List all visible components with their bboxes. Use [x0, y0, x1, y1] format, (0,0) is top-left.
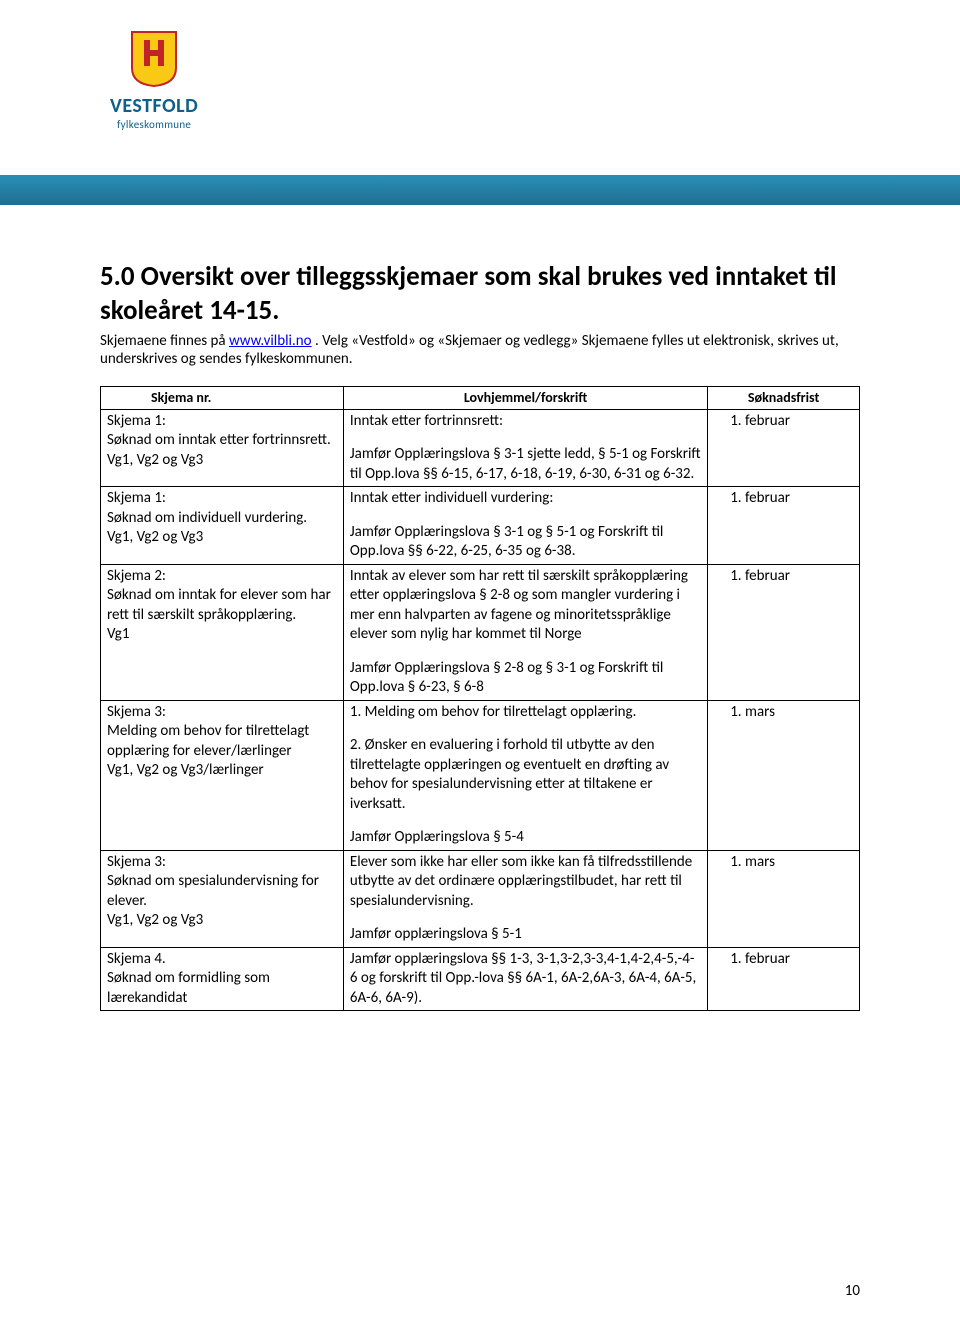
brand-name: VESTFOLD: [110, 94, 198, 118]
cell-skjema-nr: Skjema 3:Melding om behov for tilrettela…: [101, 700, 344, 850]
brand-subtitle: fylkeskommune: [110, 118, 198, 131]
table-row: Skjema 2:Søknad om inntak for elever som…: [101, 564, 860, 700]
intro-link[interactable]: www.vilbli.no: [229, 332, 312, 350]
cell-lovhjemmel: 1. Melding om behov for tilrettelagt opp…: [343, 700, 707, 850]
brand-logo: VESTFOLD fylkeskommune: [110, 30, 198, 131]
cell-lovhjemmel: Jamfør opplæringslova §§ 1-3, 3-1,3-2,3-…: [343, 947, 707, 1011]
document-header: VESTFOLD fylkeskommune: [0, 0, 960, 230]
page-number: 10: [845, 1282, 860, 1300]
forms-table: Skjema nr. Lovhjemmel/forskrift Søknadsf…: [100, 386, 860, 1012]
cell-deadline: 1. februar: [708, 487, 860, 565]
cell-lovhjemmel: Inntak etter fortrinnsrett:Jamfør Opplær…: [343, 409, 707, 487]
table-row: Skjema 3:Melding om behov for tilrettela…: [101, 700, 860, 850]
table-row: Skjema 1:Søknad om inntak etter fortrinn…: [101, 409, 860, 487]
cell-deadline: 1. februar: [708, 409, 860, 487]
document-body: 5.0 Oversikt over tilleggsskjemaer som s…: [100, 230, 860, 1011]
cell-deadline: 1. mars: [708, 850, 860, 947]
intro-text-pre: Skjemaene finnes på: [100, 332, 229, 350]
cell-skjema-nr: Skjema 4.Søknad om formidling som læreka…: [101, 947, 344, 1011]
cell-skjema-nr: Skjema 3:Søknad om spesialundervisning f…: [101, 850, 344, 947]
cell-skjema-nr: Skjema 2:Søknad om inntak for elever som…: [101, 564, 344, 700]
page-title: 5.0 Oversikt over tilleggsskjemaer som s…: [100, 260, 860, 328]
cell-lovhjemmel: Inntak av elever som har rett til særski…: [343, 564, 707, 700]
cell-deadline: 1. februar: [708, 947, 860, 1011]
shield-icon: [130, 30, 178, 88]
cell-lovhjemmel: Elever som ikke har eller som ikke kan f…: [343, 850, 707, 947]
cell-deadline: 1. februar: [708, 564, 860, 700]
cell-skjema-nr: Skjema 1:Søknad om inntak etter fortrinn…: [101, 409, 344, 487]
cell-skjema-nr: Skjema 1:Søknad om individuell vurdering…: [101, 487, 344, 565]
cell-deadline: 1. mars: [708, 700, 860, 850]
table-row: Skjema 3:Søknad om spesialundervisning f…: [101, 850, 860, 947]
table-row: Skjema 4.Søknad om formidling som læreka…: [101, 947, 860, 1011]
cell-lovhjemmel: Inntak etter individuell vurdering:Jamfø…: [343, 487, 707, 565]
table-row: Skjema 1:Søknad om individuell vurdering…: [101, 487, 860, 565]
intro-paragraph: Skjemaene finnes på www.vilbli.no . Velg…: [100, 332, 860, 368]
col-header-frist: Søknadsfrist: [708, 386, 860, 409]
col-header-lov: Lovhjemmel/forskrift: [343, 386, 707, 409]
header-accent-bar: [0, 175, 960, 205]
col-header-nr: Skjema nr.: [101, 386, 344, 409]
